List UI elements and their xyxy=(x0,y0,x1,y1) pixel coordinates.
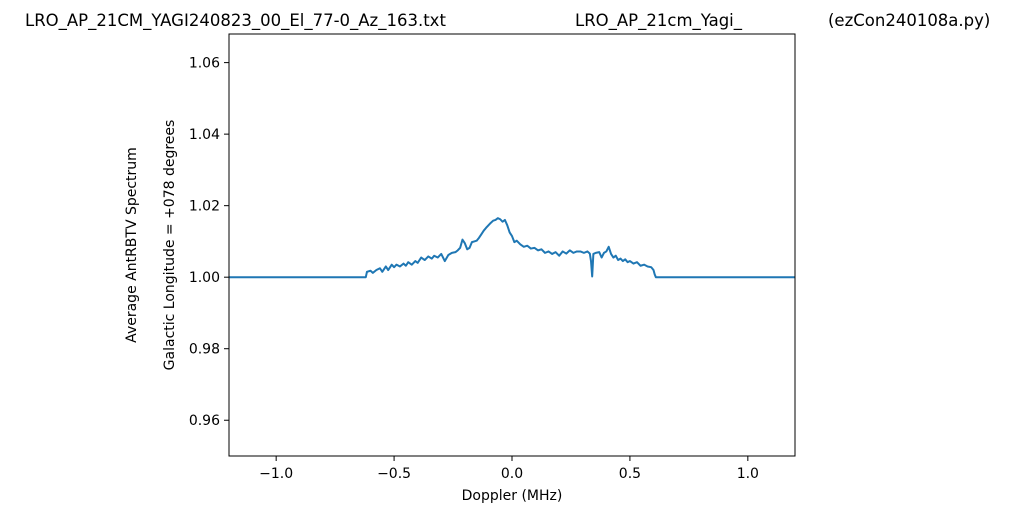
y-tick-label: 1.00 xyxy=(189,270,220,286)
x-tick-label: −0.5 xyxy=(377,466,411,482)
chart-title-right: (ezCon240108a.py) xyxy=(828,11,990,30)
x-axis-label: Doppler (MHz) xyxy=(462,488,563,504)
x-axis-ticks: −1.0 −0.5 0.0 0.5 1.0 xyxy=(259,456,759,482)
spectrum-line xyxy=(229,217,795,279)
y-tick-label: 1.06 xyxy=(189,56,220,72)
y-axis-label-line2: Galactic Longitude = +078 degrees xyxy=(162,120,178,371)
y-tick-label: 1.02 xyxy=(189,199,220,215)
y-tick-label: 0.96 xyxy=(189,413,220,429)
chart-title-left: LRO_AP_21CM_YAGI240823_00_El_77-0_Az_163… xyxy=(25,11,446,31)
plot-area-frame xyxy=(228,33,796,457)
x-tick-label: 0.5 xyxy=(619,466,641,482)
x-tick-label: 1.0 xyxy=(737,466,759,482)
chart-title-center: LRO_AP_21cm_Yagi_ xyxy=(575,11,743,31)
y-tick-label: 1.04 xyxy=(189,127,220,143)
x-tick-label: −1.0 xyxy=(259,466,293,482)
y-tick-label: 0.98 xyxy=(189,342,220,358)
y-axis-ticks: 0.96 0.98 1.00 1.02 1.04 1.06 xyxy=(189,56,229,429)
y-axis-label-line1: Average AntRBTV Spectrum xyxy=(124,147,140,343)
x-tick-label: 0.0 xyxy=(501,466,523,482)
